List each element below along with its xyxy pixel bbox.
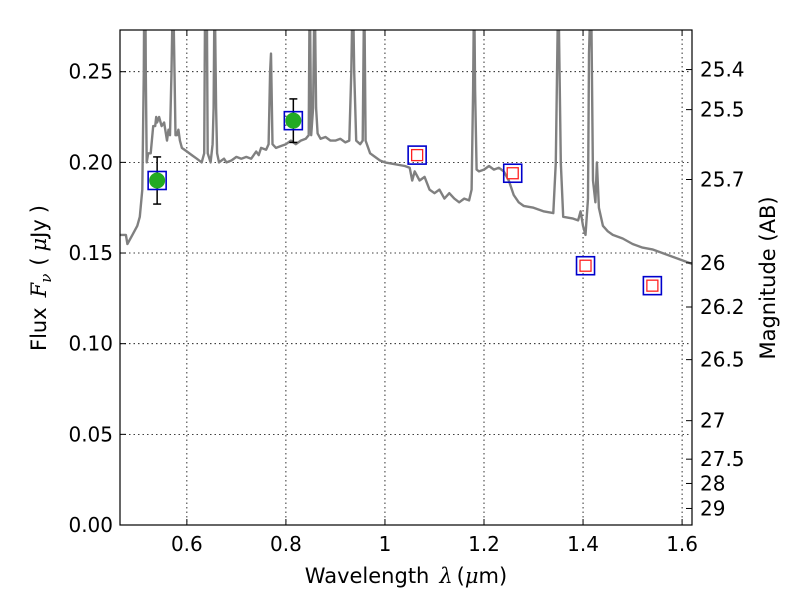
upper-limit-marker (410, 148, 424, 162)
y2-tick-label: 27 (700, 409, 725, 433)
model-band-box (147, 170, 167, 191)
y2-tick-label: 25.5 (700, 98, 745, 122)
detection-marker (149, 172, 166, 189)
y-tick-label: 0.15 (68, 241, 113, 265)
y2-tick-label: 26.5 (700, 348, 745, 372)
data-point (642, 275, 663, 296)
y-tick-label: 0.10 (68, 332, 113, 356)
y-tick-label: 0.20 (68, 150, 113, 174)
y-axis-subscript: ν (37, 274, 55, 283)
y2-axis-title: Magnitude (AB) (756, 196, 780, 359)
data-point (502, 163, 523, 184)
x-axis-ticks: 0.6 0.8 1 1.2 1.4 1.6 (171, 30, 698, 556)
photometry-points (147, 98, 663, 296)
upper-limit-marker (506, 167, 519, 180)
y2-tick-label: 25.4 (700, 58, 745, 82)
y2-tick-label: 25.7 (700, 168, 745, 192)
plot-background (120, 30, 692, 525)
x-axis-label: Wavelength (305, 564, 430, 588)
x-axis-symbol: λ (438, 564, 452, 588)
x-tick-label: 1.4 (567, 532, 599, 556)
model-sed-layer (120, 30, 692, 266)
y2-tick-label: 27.5 (700, 447, 745, 471)
y-axis-title: FluxFν(μJy) (27, 205, 55, 351)
plot-frame (119, 29, 693, 526)
x-axis-unit-mu: μ (465, 564, 479, 588)
model-band-box (642, 275, 663, 296)
y2-tick-label: 28 (700, 471, 725, 495)
x-axis-title: Wavelength λ (μm) (305, 564, 507, 588)
detection-marker (285, 112, 302, 129)
y2-tick-label: 26 (700, 251, 725, 275)
data-point (407, 145, 427, 165)
model-sed-line (120, 30, 692, 266)
y-axis-unit: Jy (27, 219, 51, 240)
upper-limit-marker (646, 279, 659, 292)
x-tick-label: 0.8 (270, 532, 302, 556)
y-tick-label: 0.25 (68, 60, 113, 84)
x-tick-label: 1.6 (666, 532, 698, 556)
model-band-box (283, 110, 304, 131)
x-tick-label: 1 (379, 532, 392, 556)
y-axis-symbol: F (27, 281, 51, 298)
y2-tick-label: 26.2 (700, 295, 745, 319)
model-band-box (502, 163, 523, 184)
x-tick-label: 0.6 (171, 532, 203, 556)
upper-limit-marker (579, 259, 592, 272)
y-tick-label: 0.05 (68, 422, 113, 446)
y-tick-label: 0.00 (68, 513, 113, 537)
y-axis-ticks: 0.00 0.05 0.10 0.15 0.20 0.25 (68, 60, 126, 537)
y2-tick-label: 29 (700, 496, 725, 520)
y-axis-unit-mu: μ (27, 238, 51, 252)
y-axis-label: Flux (27, 307, 51, 351)
model-band-box (575, 255, 596, 276)
x-tick-label: 1.2 (468, 532, 500, 556)
data-point (147, 156, 167, 205)
data-point (575, 255, 596, 276)
model-band-box (407, 145, 427, 165)
data-point (283, 98, 304, 144)
x-axis-unit: m (479, 564, 499, 588)
